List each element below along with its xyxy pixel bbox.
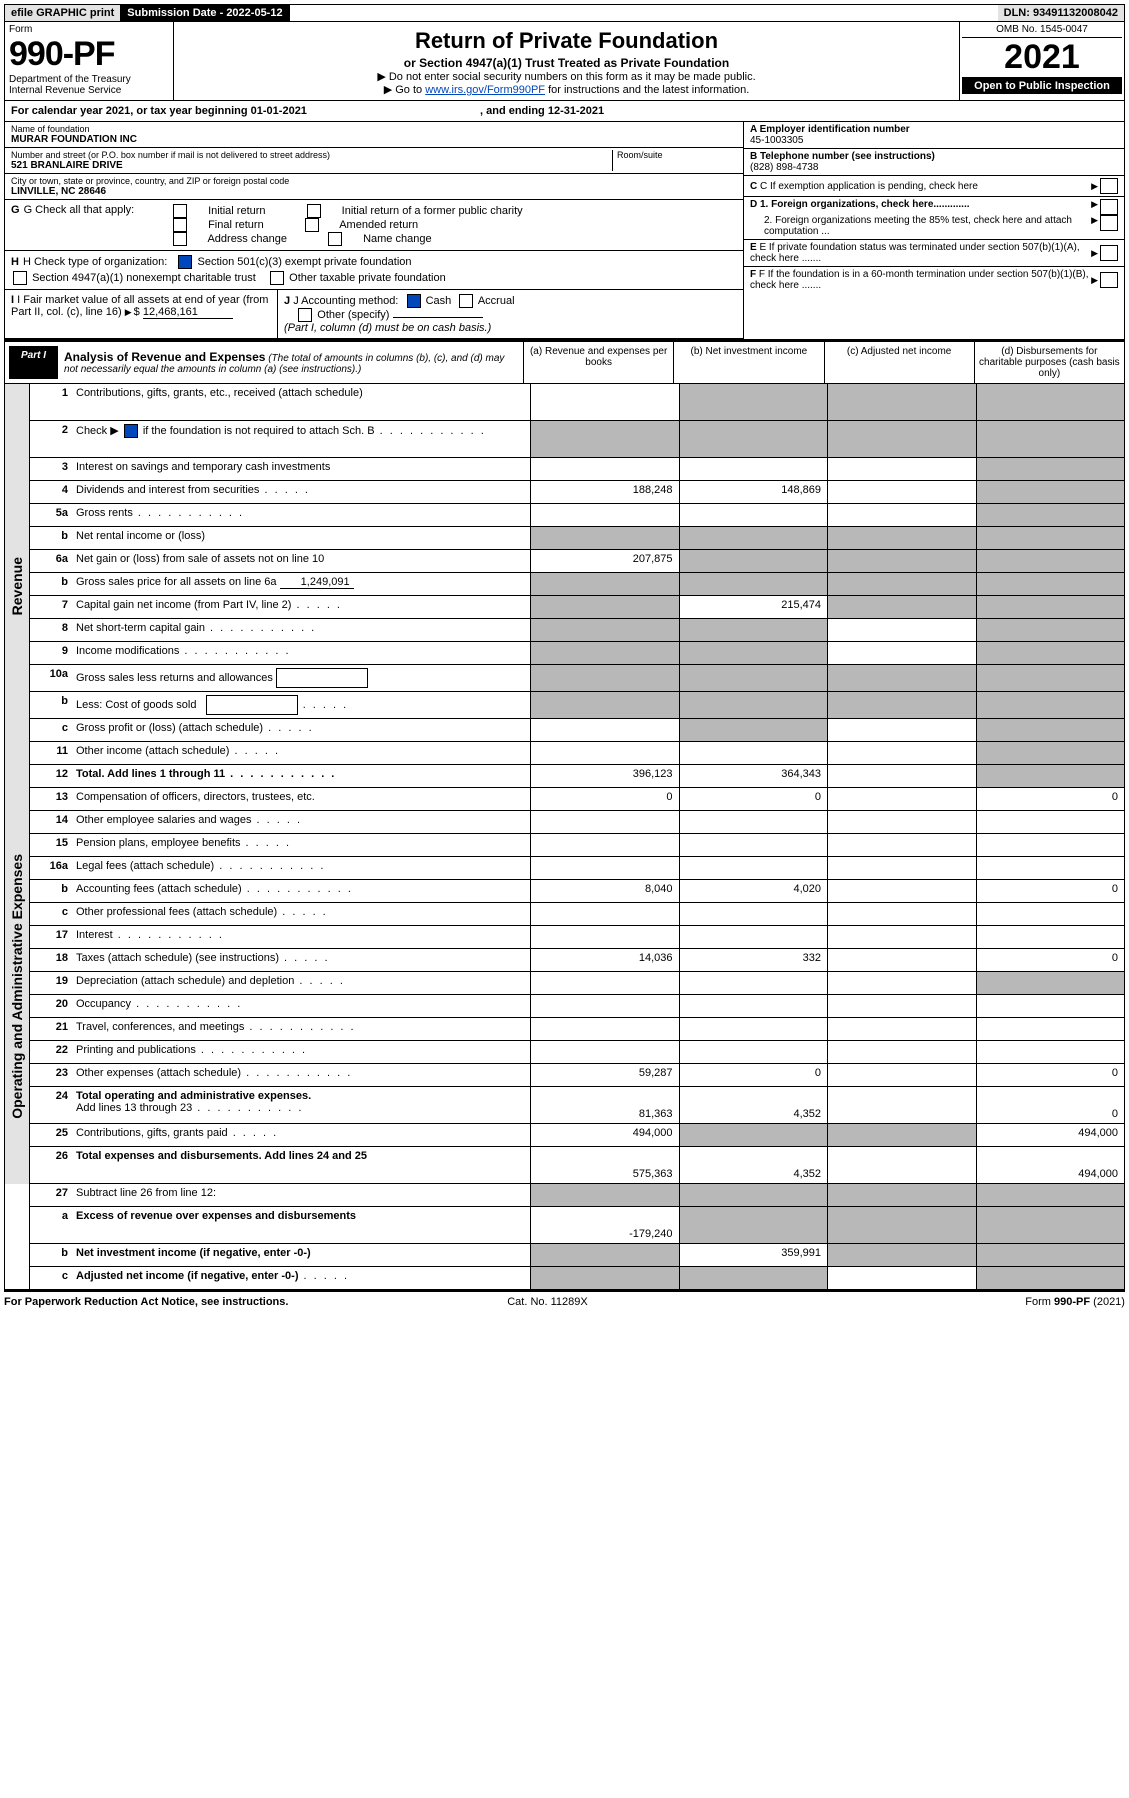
calendar-year-row: For calendar year 2021, or tax year begi… xyxy=(4,101,1125,122)
l4-col-a: 188,248 xyxy=(530,481,679,503)
open-to-public: Open to Public Inspection xyxy=(962,77,1122,94)
city-label: City or town, state or province, country… xyxy=(11,176,737,186)
revenue-section: Revenue 1Contributions, gifts, grants, e… xyxy=(4,384,1125,788)
l12-col-a: 396,123 xyxy=(530,765,679,787)
section-i: I I Fair market value of all assets at e… xyxy=(5,290,278,338)
form-ref: Form 990-PF (2021) xyxy=(1025,1296,1125,1308)
info-section: Name of foundation MURAR FOUNDATION INC … xyxy=(4,122,1125,340)
initial-former-checkbox[interactable] xyxy=(307,204,321,218)
phone-value: (828) 898-4738 xyxy=(750,162,818,173)
ein-label: A Employer identification number xyxy=(750,124,910,135)
form-subtitle: or Section 4947(a)(1) Trust Treated as P… xyxy=(178,56,955,70)
exemption-pending-checkbox[interactable] xyxy=(1100,178,1118,194)
section-g: GG Check all that apply: Initial return … xyxy=(5,200,743,251)
submission-date: Submission Date - 2022-05-12 xyxy=(121,5,289,21)
501c3-checkbox[interactable] xyxy=(178,255,192,269)
cat-number: Cat. No. 11289X xyxy=(507,1296,588,1308)
revenue-vlabel: Revenue xyxy=(9,557,25,615)
year-end: 12-31-2021 xyxy=(548,105,604,117)
4947a1-checkbox[interactable] xyxy=(13,271,27,285)
omb-number: OMB No. 1545-0047 xyxy=(962,24,1122,38)
dept-treasury: Department of the Treasury xyxy=(9,74,169,85)
foundation-name: MURAR FOUNDATION INC xyxy=(11,134,737,145)
irs-label: Internal Revenue Service xyxy=(9,85,169,96)
year-begin: 01-01-2021 xyxy=(251,105,307,117)
note-link: ▶ Go to www.irs.gov/Form990PF for instru… xyxy=(178,83,955,96)
address-change-checkbox[interactable] xyxy=(173,232,187,246)
cash-checkbox[interactable] xyxy=(407,294,421,308)
street-address: 521 BRANLAIRE DRIVE xyxy=(11,160,612,171)
l4-col-b: 148,869 xyxy=(679,481,828,503)
phone-label: B Telephone number (see instructions) xyxy=(750,151,935,162)
expenses-section: Operating and Administrative Expenses 13… xyxy=(4,788,1125,1184)
paperwork-notice: For Paperwork Reduction Act Notice, see … xyxy=(4,1296,288,1308)
note-ssn: ▶ Do not enter social security numbers o… xyxy=(178,70,955,83)
address-label: Number and street (or P.O. box number if… xyxy=(11,150,612,160)
60-month-checkbox[interactable] xyxy=(1100,272,1118,288)
section-j: J J Accounting method: Cash Accrual Othe… xyxy=(278,290,743,338)
section-h: HH Check type of organization: Section 5… xyxy=(5,251,743,290)
part1-header: Part I Analysis of Revenue and Expenses … xyxy=(4,340,1125,384)
irs-link[interactable]: www.irs.gov/Form990PF xyxy=(425,84,545,96)
foreign-org-checkbox[interactable] xyxy=(1100,199,1118,215)
form-number: 990-PF xyxy=(9,35,169,74)
l27b-value: 359,991 xyxy=(679,1244,828,1266)
room-label: Room/suite xyxy=(617,150,737,160)
schb-checkbox[interactable] xyxy=(124,424,138,438)
col-d-header: (d) Disbursements for charitable purpose… xyxy=(975,342,1124,383)
other-method-checkbox[interactable] xyxy=(298,308,312,322)
city-state-zip: LINVILLE, NC 28646 xyxy=(11,186,737,197)
line27-section: 27Subtract line 26 from line 12: aExcess… xyxy=(4,1184,1125,1290)
col-a-header: (a) Revenue and expenses per books xyxy=(524,342,674,383)
l6b-gross-sales: 1,249,091 xyxy=(280,576,354,589)
final-return-checkbox[interactable] xyxy=(173,218,187,232)
fmv-value: 12,468,161 xyxy=(143,306,233,319)
foreign-85-checkbox[interactable] xyxy=(1100,215,1118,231)
l6a-col-a: 207,875 xyxy=(530,550,679,572)
name-change-checkbox[interactable] xyxy=(328,232,342,246)
l7-col-b: 215,474 xyxy=(679,596,828,618)
accrual-checkbox[interactable] xyxy=(459,294,473,308)
dln-number: DLN: 93491132008042 xyxy=(998,5,1124,21)
l12-col-b: 364,343 xyxy=(679,765,828,787)
col-c-header: (c) Adjusted net income xyxy=(825,342,975,383)
footer: For Paperwork Reduction Act Notice, see … xyxy=(4,1290,1125,1312)
ein-value: 45-1003305 xyxy=(750,135,803,146)
other-taxable-checkbox[interactable] xyxy=(270,271,284,285)
form-word: Form xyxy=(9,24,32,35)
top-bar: efile GRAPHIC print Submission Date - 20… xyxy=(4,4,1125,22)
efile-label: efile GRAPHIC print xyxy=(5,5,121,21)
status-terminated-checkbox[interactable] xyxy=(1100,245,1118,261)
foundation-name-label: Name of foundation xyxy=(11,124,737,134)
amended-return-checkbox[interactable] xyxy=(305,218,319,232)
col-b-header: (b) Net investment income xyxy=(674,342,824,383)
l27a-value: -179,240 xyxy=(530,1207,679,1243)
form-title: Return of Private Foundation xyxy=(178,28,955,54)
form-header: Form 990-PF Department of the Treasury I… xyxy=(4,22,1125,101)
part1-label: Part I xyxy=(9,346,58,379)
tax-year: 2021 xyxy=(962,38,1122,77)
expenses-vlabel: Operating and Administrative Expenses xyxy=(9,854,25,1119)
initial-return-checkbox[interactable] xyxy=(173,204,187,218)
